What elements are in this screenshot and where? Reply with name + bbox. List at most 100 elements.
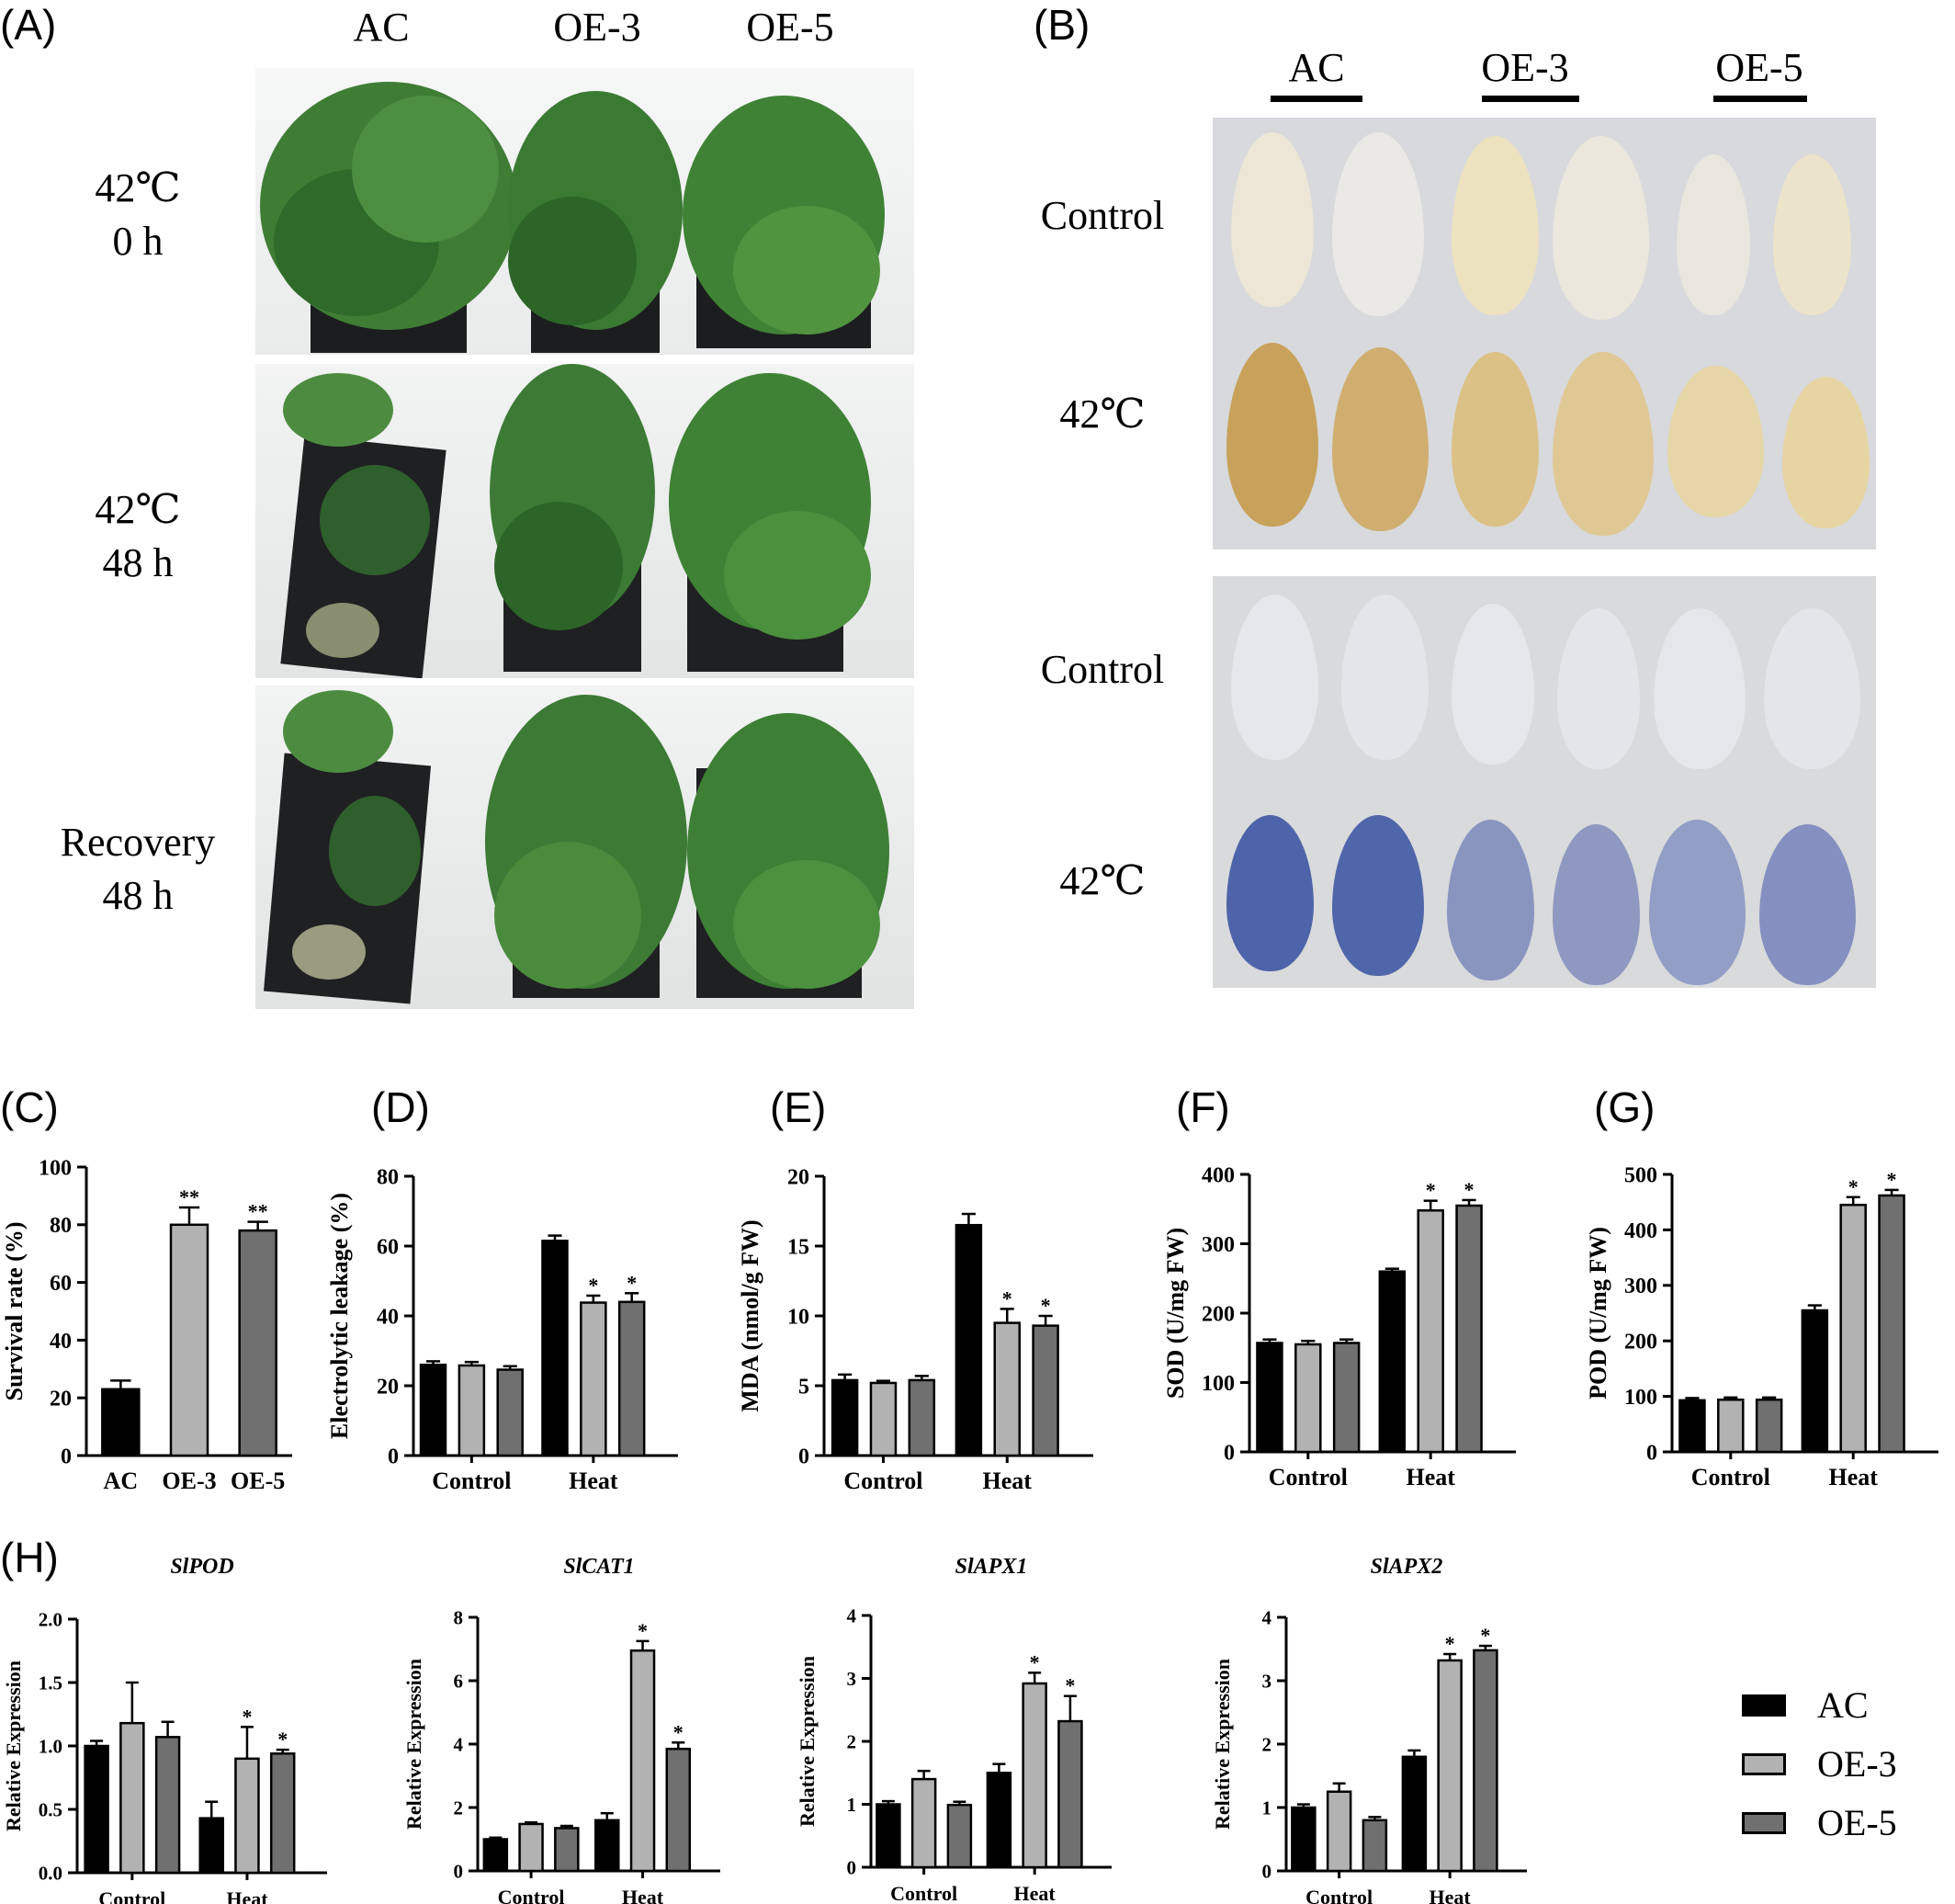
chart-g-ytick-label-5: 500 xyxy=(1624,1163,1657,1187)
chart-h2-sig-1-1: * xyxy=(638,1619,648,1642)
panel-b-row-3-label: Control xyxy=(1040,647,1165,692)
chart-h4-xtick-label-0: Control xyxy=(1305,1886,1373,1904)
photo-recovery xyxy=(255,686,914,1009)
panel-label-e: (E) xyxy=(770,1083,827,1131)
panel-b-bar-ac xyxy=(1271,96,1362,102)
chart-h2-ytick-label-0: 0 xyxy=(454,1860,464,1882)
chart-h2-ytick-label-4: 8 xyxy=(454,1606,464,1628)
chart-h3-ylabel: Relative Expression xyxy=(796,1656,819,1827)
chart-f-xtick-label-1: Heat xyxy=(1406,1464,1455,1490)
chart-e-ytick-label-1: 5 xyxy=(798,1375,809,1399)
chart-f-bar-0-0 xyxy=(1256,1342,1283,1454)
chart-c-ytick-label-1: 20 xyxy=(50,1388,72,1411)
chart-c-sig-1: ** xyxy=(179,1185,199,1208)
chart-c-sig-2: ** xyxy=(248,1200,268,1223)
panel-a-col-oe3: OE-3 xyxy=(553,5,641,50)
photo-0h xyxy=(255,68,914,355)
chart-d-ytick-label-4: 80 xyxy=(377,1165,399,1189)
chart-h-slcat1: 0 2 4 6 8 Relative Expression SlCAT1 Control * * H… xyxy=(402,1555,720,1904)
photo-48h xyxy=(255,364,914,678)
panel-label-d: (D) xyxy=(371,1083,430,1131)
legend-item-oe3: OE-3 xyxy=(1742,1742,1897,1785)
chart-e-bar-0-1 xyxy=(869,1381,898,1457)
chart-h3-sig-1-1: * xyxy=(1030,1650,1040,1673)
chart-f-bar-1-0 xyxy=(1378,1270,1407,1454)
chart-h3-title: SlAPX1 xyxy=(955,1555,1028,1579)
chart-g-bar-0-0 xyxy=(1678,1399,1706,1454)
chart-h3-ytick-label-3: 3 xyxy=(847,1668,857,1690)
panel-a-row-3-label: Recovery 48 h xyxy=(60,820,216,918)
chart-h2-bar-0-2 xyxy=(554,1827,580,1873)
chart-g-bar-1-2 xyxy=(1878,1194,1905,1454)
chart-h3-xtick-label-1: Heat xyxy=(1014,1882,1057,1904)
chart-h2-ytick-label-1: 2 xyxy=(454,1796,464,1819)
chart-d-bar-1-2 xyxy=(617,1300,646,1457)
chart-f-ytick-label-2: 200 xyxy=(1202,1302,1235,1326)
chart-h1-bar-0-1 xyxy=(119,1721,145,1875)
chart-h3-sig-1-2: * xyxy=(1065,1674,1075,1697)
chart-e-bar-1-0 xyxy=(955,1223,983,1457)
chart-c-xtick-label-2: OE-5 xyxy=(231,1468,285,1494)
panel-b-bar-oe3 xyxy=(1482,96,1579,102)
chart-e-mda: 0 5 10 15 20 MDA (nmol/g FW) Control * * Heat xyxy=(737,1165,1093,1494)
chart-e-sig-1-1: * xyxy=(1002,1286,1012,1309)
chart-h1-ytick-label-3: 1.5 xyxy=(39,1672,62,1694)
chart-g-xtick-label-0: Control xyxy=(1691,1464,1770,1490)
chart-h4-bar-1-0 xyxy=(1401,1755,1428,1873)
chart-d-sig-1-1: * xyxy=(588,1274,598,1297)
panel-a-row-1-label: 42℃ 0 h xyxy=(95,165,181,264)
panel-label-h: (H) xyxy=(0,1534,59,1581)
chart-h4-xtick-label-1: Heat xyxy=(1430,1886,1472,1904)
chart-h3-bar-1-0 xyxy=(986,1772,1012,1869)
chart-c-bar-2 xyxy=(238,1229,277,1457)
chart-e-bar-1-2 xyxy=(1032,1324,1059,1457)
chart-f-bar-1-2 xyxy=(1455,1204,1483,1454)
chart-h-slapx2: 0 1 2 3 4 Relative Expression SlAPX2 Control * * H… xyxy=(1211,1555,1527,1904)
chart-c-survival-rate: 0 20 40 60 80 100 Survival rate (%) AC ** OE-3 ** O… xyxy=(1,1156,292,1494)
chart-e-bar-0-0 xyxy=(831,1378,859,1457)
chart-d-ytick-label-0: 0 xyxy=(388,1445,399,1468)
chart-h1-ytick-label-4: 2.0 xyxy=(39,1608,62,1630)
chart-c-ytick-label-5: 100 xyxy=(39,1156,72,1180)
chart-c-ytick-label-2: 40 xyxy=(50,1330,72,1354)
panel-b-col-ac: AC xyxy=(1288,45,1345,90)
chart-g-bar-0-2 xyxy=(1755,1398,1783,1454)
chart-g-ytick-label-1: 100 xyxy=(1624,1386,1657,1410)
dab-staining-photo xyxy=(1213,118,1876,550)
legend-swatch-oe3 xyxy=(1742,1752,1786,1775)
chart-g-bar-0-1 xyxy=(1717,1398,1745,1454)
panel-b-bar-oe5 xyxy=(1713,96,1807,102)
chart-g-sig-1-2: * xyxy=(1887,1168,1897,1191)
chart-c-ylabel: Survival rate (%) xyxy=(1,1222,28,1401)
chart-d-sig-1-2: * xyxy=(627,1271,637,1294)
chart-h1-xtick-label-1: Heat xyxy=(226,1887,268,1904)
chart-h1-sig-1-1: * xyxy=(242,1705,252,1728)
chart-g-bar-1-0 xyxy=(1801,1309,1829,1454)
chart-f-sig-1-2: * xyxy=(1464,1178,1475,1201)
chart-h4-bar-0-2 xyxy=(1362,1819,1388,1873)
chart-f-ytick-label-1: 100 xyxy=(1202,1372,1235,1396)
chart-g-pod: 0 100 200 300 400 500 POD (U/mg FW) Control * * He… xyxy=(1585,1163,1938,1490)
panel-label-b: (B) xyxy=(1034,1,1091,49)
chart-h2-ylabel: Relative Expression xyxy=(402,1659,425,1830)
chart-c-xtick-label-1: OE-3 xyxy=(162,1468,216,1494)
chart-h2-bar-0-0 xyxy=(482,1838,509,1873)
legend-swatch-oe5 xyxy=(1742,1811,1786,1834)
chart-g-ytick-label-4: 400 xyxy=(1624,1219,1657,1243)
chart-h4-ytick-label-1: 1 xyxy=(1262,1796,1272,1819)
chart-e-ytick-label-4: 20 xyxy=(787,1165,809,1189)
chart-f-ytick-label-3: 300 xyxy=(1202,1233,1235,1257)
panel-label-c: (C) xyxy=(0,1083,59,1131)
chart-h2-bar-1-2 xyxy=(665,1747,692,1873)
chart-d-ytick-label-3: 60 xyxy=(377,1235,399,1259)
chart-d-bar-0-1 xyxy=(458,1364,486,1457)
chart-e-xtick-label-1: Heat xyxy=(983,1468,1033,1494)
panel-label-g: (G) xyxy=(1594,1083,1656,1131)
chart-h2-bar-1-0 xyxy=(594,1819,620,1873)
legend-item-ac: AC xyxy=(1742,1683,1869,1727)
chart-h-slapx1: 0 1 2 3 4 Relative Expression SlAPX1 Control * * H… xyxy=(796,1555,1112,1904)
panel-b-row-1-label: Control xyxy=(1040,193,1165,238)
legend-label-oe3: OE-3 xyxy=(1817,1743,1897,1785)
chart-h1-ytick-label-2: 1.0 xyxy=(39,1735,62,1757)
chart-e-ytick-label-3: 15 xyxy=(787,1235,809,1259)
